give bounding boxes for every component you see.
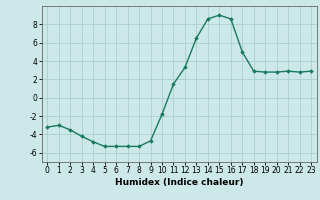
X-axis label: Humidex (Indice chaleur): Humidex (Indice chaleur) [115,178,244,187]
